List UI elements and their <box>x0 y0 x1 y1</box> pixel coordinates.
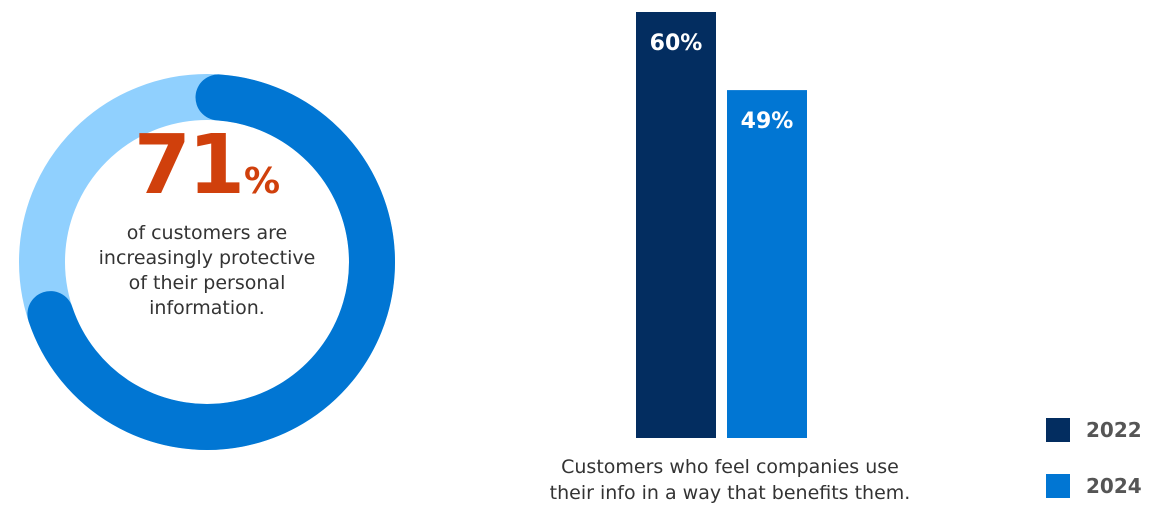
bar-chart-caption-line-1: Customers who feel companies use <box>561 456 899 478</box>
bar-chart: 60% 49% <box>636 12 807 438</box>
legend-swatch-2022 <box>1046 418 1070 442</box>
bar-2024 <box>727 90 807 438</box>
donut-percent-value: 71% <box>87 125 327 207</box>
donut-percent-symbol: % <box>244 161 281 202</box>
bar-chart-caption-line-2: their info in a way that benefits them. <box>549 481 911 504</box>
legend-swatch-2024 <box>1046 474 1070 498</box>
legend-item-2022: 2022 <box>1046 418 1142 442</box>
bar-chart-caption: Customers who feel companies use their i… <box>460 455 1000 506</box>
donut-caption: of customers are increasingly protective… <box>98 222 316 320</box>
legend-label-2022: 2022 <box>1086 418 1142 442</box>
legend-item-2024: 2024 <box>1046 474 1142 498</box>
donut-center-text: 71% of customers are increasingly protec… <box>87 125 327 321</box>
donut-chart <box>19 74 395 450</box>
donut-percent-number: 71 <box>133 118 245 213</box>
legend-label-2024: 2024 <box>1086 474 1142 498</box>
bar-label-2024: 49% <box>741 109 794 134</box>
donut-percent-arc <box>27 74 395 450</box>
bar-2022 <box>636 12 716 438</box>
bar-label-2022: 60% <box>650 31 703 56</box>
